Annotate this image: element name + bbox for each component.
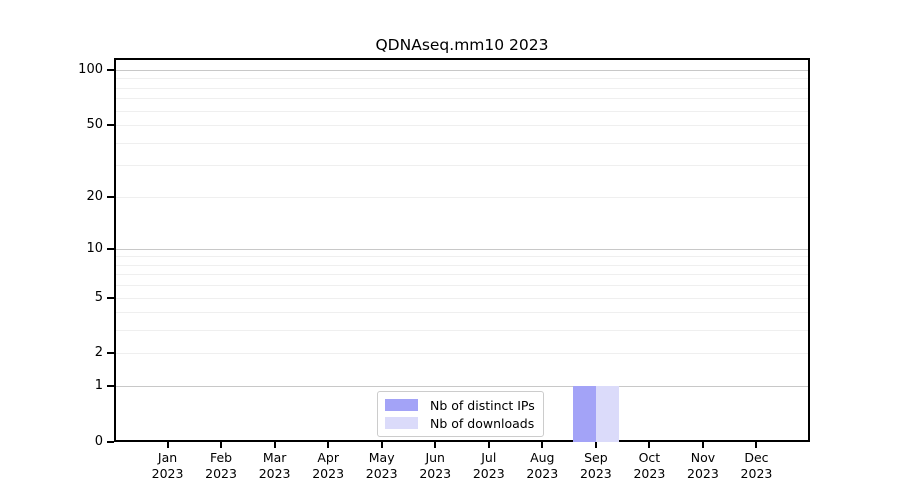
x-tick-mark	[166, 442, 169, 448]
minor-gridline	[116, 142, 808, 144]
y-tick-mark	[107, 296, 114, 299]
legend-label: Nb of distinct IPs	[430, 397, 535, 413]
x-tick-year: 2023	[205, 465, 237, 481]
x-tick-label: May 2023	[339, 450, 425, 481]
minor-gridline	[116, 165, 808, 167]
y-tick-mark	[107, 247, 114, 250]
y-tick-mark	[107, 352, 114, 355]
x-tick-label: Jun 2023	[392, 450, 478, 481]
x-tick-month: Jan	[157, 450, 178, 465]
x-tick-month: Jul	[481, 450, 497, 465]
y-tick-mark	[107, 441, 114, 443]
x-tick-year: 2023	[526, 465, 559, 481]
x-tick-label: Sep 2023	[553, 450, 639, 481]
x-tick-label: Mar 2023	[232, 450, 318, 481]
x-tick-mark	[434, 442, 437, 448]
minor-gridline	[116, 124, 808, 126]
minor-gridline	[116, 87, 808, 89]
x-tick-year: 2023	[633, 465, 666, 481]
y-tick-mark	[107, 68, 114, 71]
minor-gridline	[116, 353, 808, 355]
y-tick-label: 5	[94, 289, 103, 305]
x-tick-label: Feb 2023	[178, 450, 264, 481]
y-tick-mark	[107, 123, 114, 126]
y-tick-label: 10	[86, 240, 103, 256]
x-tick-label: Dec 2023	[713, 450, 799, 481]
minor-gridline	[116, 98, 808, 100]
bar-nb-of-downloads	[595, 386, 619, 442]
y-tick-label: 0	[94, 434, 103, 449]
minor-gridline	[116, 312, 808, 314]
x-tick-month: Aug	[530, 450, 555, 465]
minor-gridline	[116, 256, 808, 258]
x-tick-mark	[487, 442, 490, 448]
x-tick-year: 2023	[312, 465, 345, 481]
x-tick-month: Nov	[690, 450, 716, 465]
x-tick-month: Oct	[638, 450, 661, 465]
x-tick-year: 2023	[151, 465, 184, 481]
minor-gridline	[116, 78, 808, 80]
x-tick-month: Feb	[209, 450, 233, 465]
minor-gridline	[116, 297, 808, 299]
x-tick-mark	[380, 442, 383, 448]
y-tick-label: 1	[94, 378, 103, 394]
x-tick-mark	[541, 442, 544, 448]
bar-nb-of-distinct-ips	[572, 386, 596, 442]
x-tick-month: Jun	[425, 450, 445, 465]
minor-gridline	[116, 196, 808, 198]
x-tick-label: Jul 2023	[446, 450, 532, 481]
x-tick-month: Dec	[744, 450, 769, 465]
minor-gridline	[116, 330, 808, 332]
legend-swatch-icon	[385, 399, 418, 411]
y-tick-mark	[107, 195, 114, 198]
major-gridline	[116, 386, 808, 388]
chart-title: QDNAseq.mm10 2023	[375, 36, 549, 54]
minor-gridline	[116, 274, 808, 276]
x-tick-mark	[648, 442, 651, 448]
y-tick-mark	[107, 385, 114, 388]
x-tick-label: Jan 2023	[125, 450, 211, 481]
x-tick-mark	[327, 442, 330, 448]
x-tick-mark	[755, 442, 758, 448]
x-tick-month: May	[368, 450, 395, 465]
legend-label: Nb of downloads	[430, 415, 535, 431]
plot-area	[114, 58, 810, 442]
x-tick-month: Apr	[317, 450, 339, 465]
x-tick-year: 2023	[687, 465, 719, 481]
x-tick-year: 2023	[472, 465, 505, 481]
minor-gridline	[116, 110, 808, 112]
legend-item: Nb of distinct IPs	[385, 398, 535, 413]
x-tick-label: Aug 2023	[499, 450, 585, 481]
major-gridline	[116, 248, 808, 250]
x-tick-year: 2023	[419, 465, 452, 481]
y-tick-label: 100	[78, 61, 103, 77]
legend-swatch-icon	[385, 417, 418, 429]
x-tick-label: Oct 2023	[606, 450, 692, 481]
x-tick-year: 2023	[365, 465, 398, 481]
x-tick-year: 2023	[258, 465, 291, 481]
x-tick-year: 2023	[579, 465, 612, 481]
x-tick-month: Mar	[262, 450, 287, 465]
x-tick-mark	[273, 442, 276, 448]
minor-gridline	[116, 264, 808, 266]
legend-item: Nb of downloads	[385, 416, 535, 431]
y-tick-label: 2	[94, 345, 103, 361]
minor-gridline	[116, 285, 808, 287]
x-tick-label: Nov 2023	[660, 450, 746, 481]
x-tick-year: 2023	[740, 465, 773, 481]
x-tick-mark	[220, 442, 223, 448]
y-tick-label: 20	[86, 188, 103, 204]
y-tick-label: 50	[86, 116, 103, 132]
x-tick-mark	[594, 442, 597, 448]
x-tick-mark	[701, 442, 704, 448]
legend: Nb of distinct IPs Nb of downloads	[377, 391, 544, 437]
x-tick-label: Apr 2023	[285, 450, 371, 481]
major-gridline	[116, 69, 808, 71]
x-tick-month: Sep	[584, 450, 608, 465]
